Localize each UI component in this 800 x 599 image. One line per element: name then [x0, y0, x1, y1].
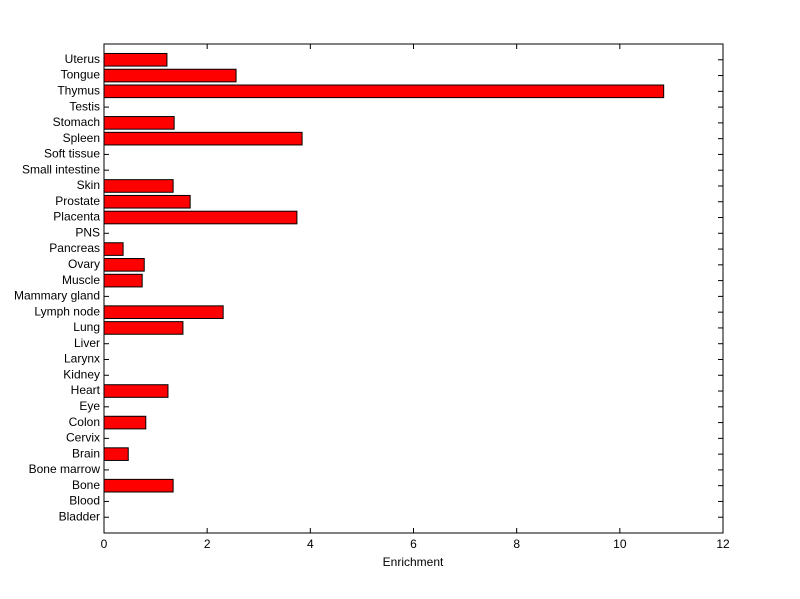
y-tick-label: Thymus [57, 83, 100, 97]
y-tick-label: Soft tissue [44, 147, 100, 161]
bar [103, 258, 145, 272]
y-tick-label: Prostate [55, 194, 100, 208]
y-tick-label: Kidney [63, 367, 100, 381]
y-tick-label: Heart [71, 383, 101, 397]
y-tick-label: Bone marrow [29, 462, 101, 476]
bar [103, 68, 237, 83]
x-tick-label: 6 [410, 537, 417, 551]
y-tick-label: Small intestine [22, 162, 100, 176]
y-tick-label: PNS [75, 225, 100, 239]
bar [103, 194, 191, 209]
bar [103, 84, 665, 99]
bar [103, 116, 175, 130]
x-tick-label: 10 [613, 537, 627, 551]
y-tick-label: Liver [74, 336, 100, 350]
y-tick-label: Muscle [62, 273, 100, 287]
x-tick-label: 12 [716, 537, 730, 551]
y-tick-label: Spleen [63, 131, 100, 145]
bar [103, 415, 147, 430]
y-tick-label: Brain [72, 446, 100, 460]
bar [103, 179, 174, 193]
y-tick-label: Pancreas [49, 241, 100, 255]
bar [103, 210, 298, 225]
y-tick-label: Blood [69, 494, 100, 508]
y-tick-label: Testis [69, 99, 100, 113]
bar [103, 478, 174, 493]
plot-area [103, 43, 724, 534]
x-tick-label: 4 [307, 537, 314, 551]
bar [103, 321, 184, 335]
bar [103, 305, 224, 319]
y-tick-label: Ovary [68, 257, 100, 271]
bar [103, 384, 169, 398]
y-tick-label: Placenta [53, 210, 100, 224]
x-tick-label: 8 [513, 537, 520, 551]
y-tick-label: Colon [69, 415, 100, 429]
y-tick-label: Larynx [64, 352, 100, 366]
bar [103, 273, 143, 288]
x-axis-label: Enrichment [383, 555, 444, 569]
bar [103, 242, 124, 256]
x-tick-label: 0 [101, 537, 108, 551]
x-tick-label: 2 [204, 537, 211, 551]
y-tick-label: Lung [73, 320, 100, 334]
bar [103, 52, 168, 67]
y-tick-label: Lymph node [34, 304, 100, 318]
y-tick-label: Stomach [53, 115, 100, 129]
y-tick-label: Bone [72, 478, 100, 492]
y-tick-label: Skin [77, 178, 100, 192]
y-tick-label: Uterus [65, 52, 100, 66]
y-tick-label: Mammary gland [14, 289, 100, 303]
y-tick-label: Bladder [59, 509, 100, 523]
bar [103, 447, 129, 461]
bar [103, 131, 303, 146]
y-tick-label: Tongue [61, 68, 101, 82]
y-tick-label: Eye [79, 399, 100, 413]
y-tick-label: Cervix [66, 431, 100, 445]
